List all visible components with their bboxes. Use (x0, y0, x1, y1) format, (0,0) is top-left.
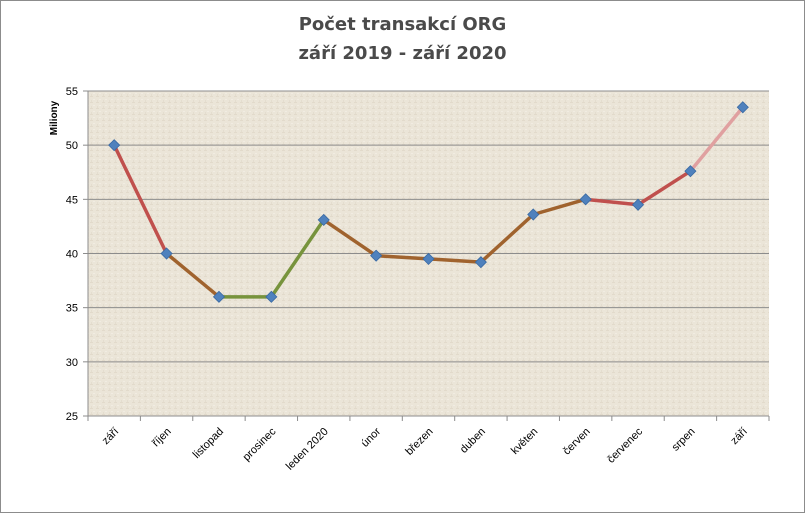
data-point (212, 290, 226, 303)
y-tick-label: 55 (66, 86, 78, 98)
y-axis-label: Miliony (49, 100, 60, 135)
series-line-segment (164, 251, 221, 299)
x-tick-label: březen (403, 426, 435, 458)
chart-subtitle: září 2019 - září 2020 (298, 43, 507, 64)
data-point (422, 252, 435, 265)
series-line-segment (321, 218, 378, 258)
data-point (108, 139, 121, 152)
series-line-segment (374, 253, 431, 261)
data-point (265, 290, 278, 303)
series-line-segment (479, 212, 536, 264)
series-line-segment (269, 218, 326, 299)
x-tick-label: listopad (191, 426, 226, 461)
data-point (370, 249, 383, 262)
data-point (579, 193, 592, 206)
data-point (527, 208, 540, 221)
x-tick-label: leden 2020 (284, 426, 331, 473)
series-line-segment (112, 143, 169, 256)
x-tick-label: září (100, 426, 121, 447)
data-point (317, 213, 330, 226)
y-tick-label: 45 (66, 194, 78, 206)
x-tick-label: srpen (670, 426, 698, 454)
x-tick-label: září (728, 426, 749, 447)
series-line-segment (531, 197, 588, 217)
series-line-segment (688, 105, 745, 173)
data-point (736, 101, 749, 114)
chart-title-line: Počet transakcí ORG (298, 14, 507, 35)
x-tick-label: říjen (150, 426, 174, 450)
data-point (684, 165, 697, 178)
series-line-segment (426, 257, 483, 264)
data-point (474, 256, 487, 269)
data-point (631, 198, 645, 211)
series-line-segment (636, 169, 693, 207)
series-line-segment (583, 197, 640, 207)
y-tick-label: 50 (66, 140, 78, 152)
x-tick-label: duben (458, 426, 488, 456)
data-point (160, 247, 173, 260)
y-tick-label: 30 (66, 357, 78, 369)
x-tick-label: květen (509, 426, 540, 457)
x-tick-label: červenec (605, 425, 645, 465)
y-tick-label: 35 (66, 303, 78, 315)
chart-title: Počet transakcí ORG září 2019 - září 202… (0, 10, 805, 68)
x-tick-label: prosinec (241, 425, 279, 463)
x-tick-label: červen (561, 426, 593, 458)
y-tick-label: 25 (66, 411, 78, 423)
x-tick-label: únor (359, 425, 383, 449)
y-tick-label: 40 (66, 249, 78, 261)
